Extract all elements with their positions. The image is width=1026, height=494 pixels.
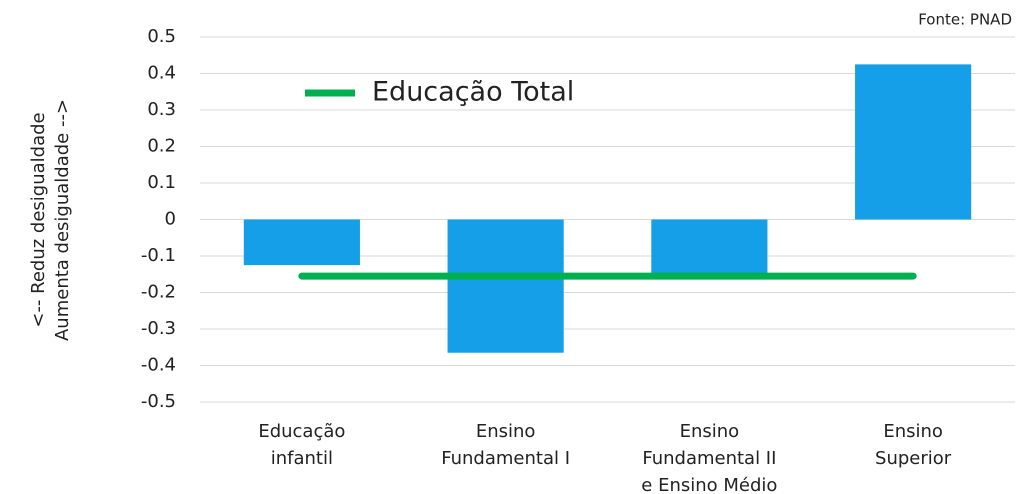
- y-tick-label: 0.1: [147, 172, 176, 193]
- y-tick-label: 0.3: [147, 99, 176, 120]
- y-tick-label: 0.4: [147, 63, 176, 84]
- y-axis-label-line: Aumenta desigualdade -->: [52, 99, 73, 341]
- bar: [447, 219, 564, 353]
- legend-label: Educação Total: [372, 77, 574, 108]
- x-tick-label: Fundamental II: [642, 448, 776, 469]
- y-tick-label: -0.1: [141, 245, 176, 266]
- y-tick-label: -0.3: [141, 318, 176, 339]
- y-tick-label: 0: [165, 209, 176, 230]
- y-tick-label: -0.2: [141, 282, 176, 303]
- y-axis-label: <-- Reduz desigualdade Aumenta desiguald…: [28, 99, 73, 341]
- x-tick-label: Ensino: [680, 421, 740, 442]
- y-axis-label-line: <-- Reduz desigualdade: [28, 112, 49, 327]
- x-tick-label: Superior: [875, 448, 952, 469]
- source-note: Fonte: PNAD: [918, 11, 1012, 29]
- bar: [243, 219, 360, 266]
- x-tick-label: Educação: [258, 421, 345, 442]
- y-tick-label: -0.4: [141, 355, 176, 376]
- y-tick-label: 0.2: [147, 136, 176, 157]
- x-tick-label: Fundamental I: [441, 448, 570, 469]
- y-tick-label: -0.5: [141, 391, 176, 412]
- x-tick-label: Ensino: [476, 421, 536, 442]
- y-tick-label: 0.5: [147, 26, 176, 47]
- x-tick-label: Ensino: [883, 421, 943, 442]
- bar: [651, 219, 768, 275]
- x-tick-label: infantil: [271, 448, 333, 469]
- bar: [855, 64, 972, 220]
- x-tick-label: e Ensino Médio: [641, 475, 777, 494]
